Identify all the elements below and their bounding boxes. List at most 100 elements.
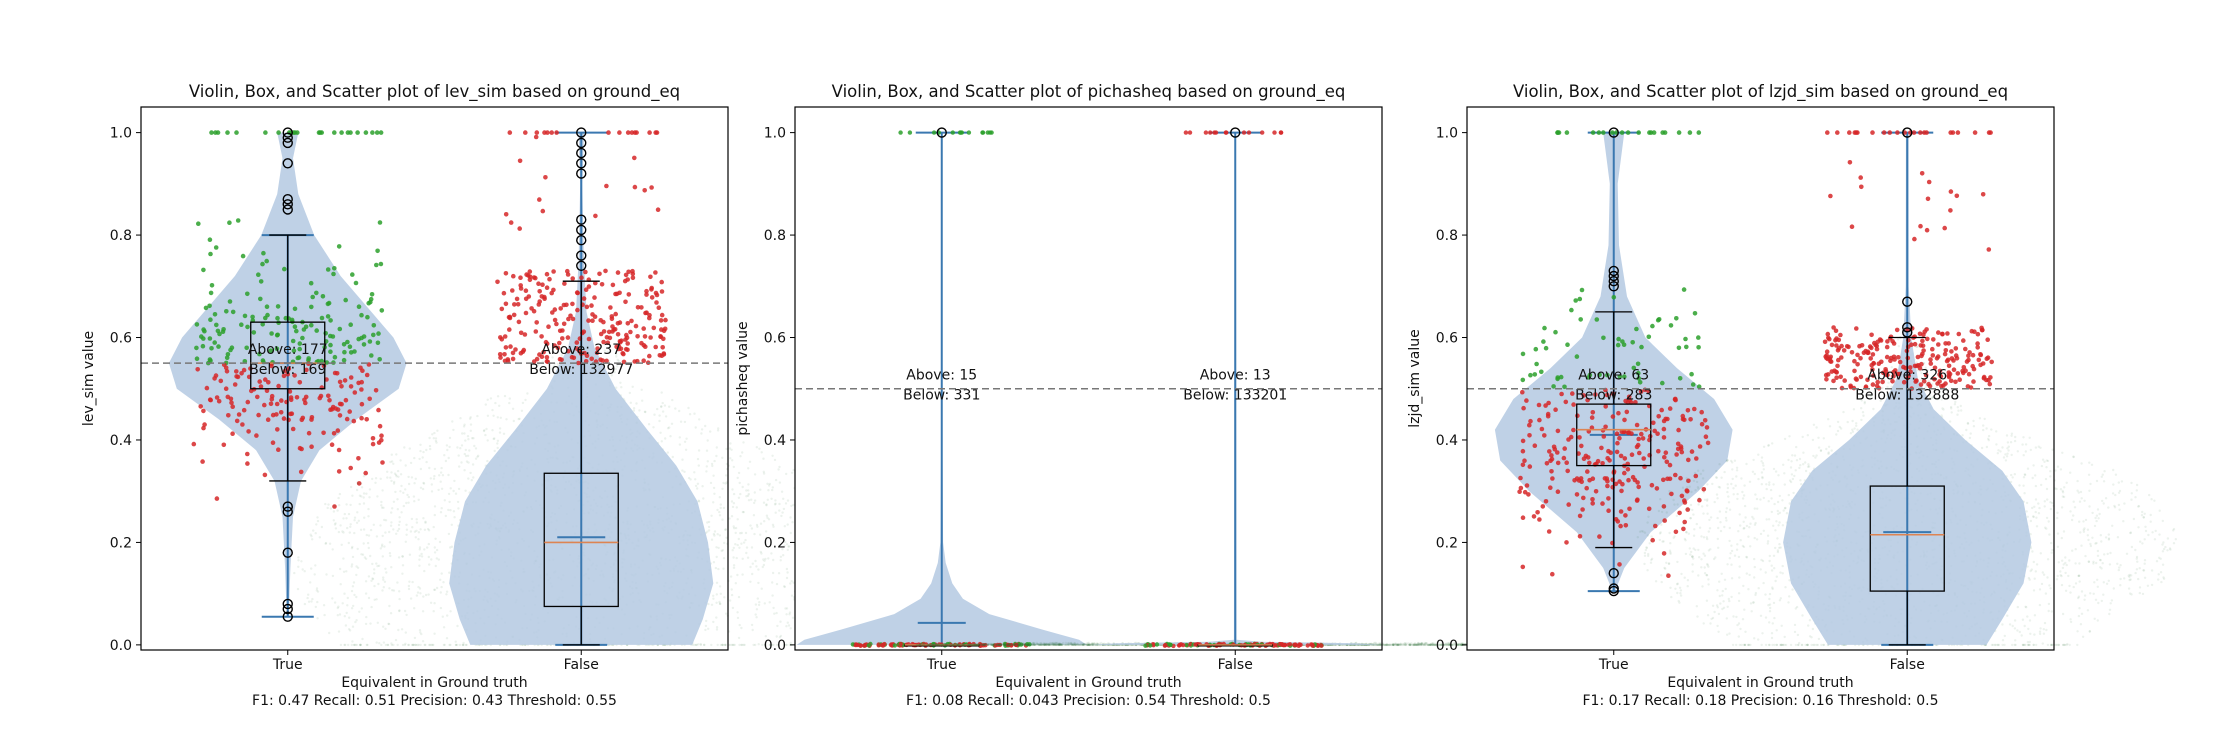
scatter-point	[319, 315, 325, 321]
cloud-point	[350, 643, 353, 647]
scatter-point	[521, 347, 527, 353]
cloud-point	[732, 502, 736, 505]
cloud-point	[670, 422, 674, 425]
cloud-point	[472, 437, 475, 440]
cloud-point	[406, 493, 409, 497]
cloud-point	[476, 414, 479, 418]
cloud-point	[785, 625, 788, 628]
cloud-point	[773, 612, 776, 615]
cloud-point	[750, 527, 754, 530]
scatter-point	[518, 283, 523, 288]
scatter-point	[351, 418, 357, 424]
cloud-point	[644, 410, 647, 414]
scatter-point	[615, 332, 621, 337]
scatter-point	[348, 384, 354, 389]
cloud-point	[705, 449, 709, 452]
cloud-point	[660, 405, 663, 409]
cloud-point	[464, 489, 467, 492]
cloud-point	[526, 392, 529, 395]
cloud-point	[786, 548, 789, 551]
scatter-point	[518, 330, 524, 336]
cloud-point	[984, 642, 988, 645]
cloud-point	[388, 587, 391, 590]
scatter-point	[590, 312, 595, 317]
cloud-point	[978, 643, 981, 647]
cloud-point	[398, 590, 401, 593]
scatter-point	[370, 441, 376, 447]
cloud-point	[551, 366, 555, 369]
scatter-point	[337, 379, 343, 385]
cloud-point	[379, 547, 382, 550]
cloud-point	[447, 508, 450, 512]
cloud-point	[783, 525, 786, 528]
cloud-point	[1427, 643, 1431, 647]
cloud-point	[723, 643, 727, 647]
scatter-point	[347, 344, 353, 350]
scatter-point	[656, 305, 662, 311]
scatter-point	[590, 318, 595, 324]
cloud-point	[789, 627, 792, 630]
scatter-point	[215, 130, 221, 135]
cloud-point	[722, 506, 726, 510]
scatter-point	[557, 340, 562, 346]
scatter-point	[266, 380, 271, 385]
cloud-point	[345, 611, 348, 615]
cloud-point	[774, 502, 777, 505]
scatter-point	[213, 245, 219, 250]
cloud-point	[747, 467, 750, 470]
cloud-point	[713, 534, 716, 537]
cloud-point	[359, 643, 362, 647]
cloud-point	[385, 571, 388, 574]
cloud-point	[771, 454, 774, 457]
scatter-point	[332, 370, 338, 376]
scatter-point	[325, 267, 331, 272]
cloud-point	[468, 449, 471, 452]
cloud-point	[468, 417, 472, 420]
scatter-point	[274, 412, 279, 417]
cloud-point	[697, 499, 700, 502]
scatter-point	[593, 213, 598, 219]
cloud-point	[314, 605, 317, 609]
cloud-point	[1013, 642, 1017, 646]
cloud-point	[753, 499, 757, 502]
cloud-point	[730, 588, 733, 591]
cloud-point	[369, 622, 372, 625]
cloud-point	[970, 643, 974, 647]
cloud-point	[740, 626, 743, 630]
cloud-point	[712, 501, 715, 504]
cloud-point	[413, 530, 417, 533]
cloud-point	[362, 496, 365, 499]
cloud-point	[1059, 643, 1062, 646]
cloud-point	[776, 624, 779, 628]
scatter-point	[649, 287, 654, 292]
cloud-point	[661, 401, 664, 405]
scatter-point	[337, 401, 343, 407]
scatter-point	[586, 336, 592, 342]
cloud-point	[498, 431, 502, 434]
scatter-point	[518, 350, 524, 356]
scatter-point	[599, 282, 605, 287]
cloud-point	[366, 643, 369, 647]
cloud-point	[344, 643, 347, 647]
cloud-point	[786, 499, 790, 502]
cloud-point	[428, 444, 432, 448]
cloud-point	[407, 584, 411, 588]
cloud-point	[1091, 642, 1094, 645]
cloud-point	[731, 549, 734, 552]
cloud-point	[1056, 643, 1060, 646]
cloud-point	[465, 643, 468, 647]
cloud-point	[710, 603, 714, 606]
cloud-point	[745, 546, 749, 549]
cloud-point	[433, 513, 436, 517]
cloud-point	[671, 455, 674, 459]
cloud-point	[371, 577, 374, 580]
cloud-point	[400, 484, 403, 488]
cloud-point	[390, 566, 393, 569]
scatter-point	[662, 326, 668, 332]
scatter-point	[195, 367, 200, 372]
cloud-point	[404, 540, 407, 543]
cloud-point	[398, 609, 401, 612]
cloud-point	[741, 510, 745, 514]
cloud-point	[407, 643, 411, 647]
scatter-point	[377, 220, 383, 225]
